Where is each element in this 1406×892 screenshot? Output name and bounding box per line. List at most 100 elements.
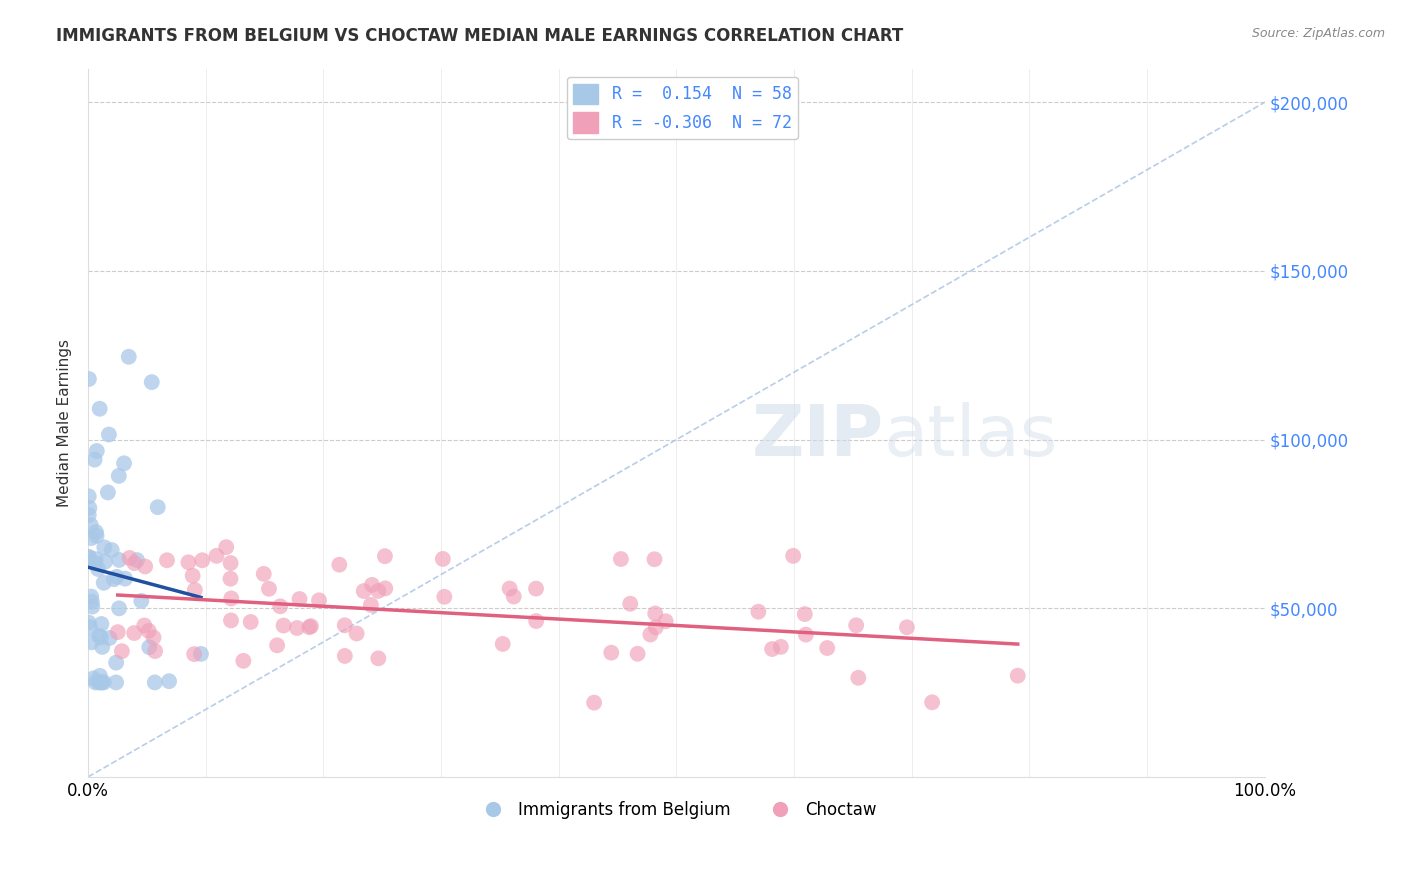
Point <box>93 575 115 590</box>
Point <box>134 559 156 574</box>
Point <box>86 529 108 543</box>
Point <box>87 675 110 690</box>
Point <box>273 618 295 632</box>
Point <box>219 614 242 628</box>
Point <box>114 572 136 586</box>
Point <box>583 696 606 710</box>
Point <box>492 637 515 651</box>
Point <box>846 671 869 685</box>
Point <box>90 617 112 632</box>
Point <box>215 540 238 554</box>
Point <box>84 552 107 566</box>
Point <box>157 674 180 689</box>
Point <box>921 695 943 709</box>
Point <box>626 647 648 661</box>
Point <box>308 593 330 607</box>
Point <box>432 552 454 566</box>
Text: ZIP: ZIP <box>752 402 884 471</box>
Point <box>77 489 100 503</box>
Point <box>90 675 112 690</box>
Point <box>266 638 288 652</box>
Point <box>89 669 111 683</box>
Point <box>79 620 101 634</box>
Point <box>191 553 214 567</box>
Point <box>83 452 105 467</box>
Point <box>285 621 308 635</box>
Point <box>253 566 276 581</box>
Point <box>524 614 547 628</box>
Point <box>90 631 112 645</box>
Point <box>374 549 396 564</box>
Point <box>84 557 107 571</box>
Point <box>105 675 128 690</box>
Point <box>333 648 356 663</box>
Point <box>433 590 456 604</box>
Point <box>118 350 141 364</box>
Point <box>80 518 103 533</box>
Point <box>94 555 117 569</box>
Point <box>80 595 103 609</box>
Point <box>328 558 350 572</box>
Point <box>793 607 815 621</box>
Point <box>77 372 100 386</box>
Point <box>93 675 115 690</box>
Point <box>644 607 666 621</box>
Point <box>361 578 384 592</box>
Point <box>93 541 115 555</box>
Point <box>600 646 623 660</box>
Point <box>97 427 120 442</box>
Point <box>498 582 520 596</box>
Text: IMMIGRANTS FROM BELGIUM VS CHOCTAW MEDIAN MALE EARNINGS CORRELATION CHART: IMMIGRANTS FROM BELGIUM VS CHOCTAW MEDIA… <box>56 27 904 45</box>
Point <box>77 615 100 630</box>
Point <box>219 572 242 586</box>
Point <box>111 644 134 658</box>
Point <box>896 620 918 634</box>
Point <box>183 647 205 661</box>
Point <box>84 675 107 690</box>
Point <box>108 553 131 567</box>
Point <box>177 555 200 569</box>
Point <box>219 591 242 606</box>
Point <box>761 642 783 657</box>
Y-axis label: Median Male Earnings: Median Male Earnings <box>58 339 72 507</box>
Point <box>124 556 146 570</box>
Point <box>644 620 666 634</box>
Point <box>77 550 100 565</box>
Point <box>138 624 160 638</box>
Point <box>190 647 212 661</box>
Point <box>89 629 111 643</box>
Point <box>90 675 112 690</box>
Text: Source: ZipAtlas.com: Source: ZipAtlas.com <box>1251 27 1385 40</box>
Point <box>108 601 131 615</box>
Point <box>105 656 128 670</box>
Point <box>654 614 676 628</box>
Point <box>333 618 356 632</box>
Point <box>367 583 389 598</box>
Point <box>86 444 108 458</box>
Point <box>89 401 111 416</box>
Point <box>84 524 107 539</box>
Point <box>367 651 389 665</box>
Point <box>98 631 121 645</box>
Point <box>502 590 524 604</box>
Point <box>118 550 141 565</box>
Point <box>91 640 114 654</box>
Point <box>112 456 135 470</box>
Point <box>107 469 129 483</box>
Point <box>360 598 382 612</box>
Point <box>374 582 396 596</box>
Point <box>131 594 153 608</box>
Point <box>125 553 148 567</box>
Point <box>100 543 122 558</box>
Point <box>82 599 104 614</box>
Point <box>156 553 179 567</box>
Point <box>299 619 322 633</box>
Point <box>524 582 547 596</box>
Point <box>184 582 207 597</box>
Point <box>815 640 838 655</box>
Point <box>643 552 665 566</box>
Point <box>107 625 129 640</box>
Point <box>134 618 156 632</box>
Point <box>80 531 103 545</box>
Legend: Immigrants from Belgium, Choctaw: Immigrants from Belgium, Choctaw <box>470 794 883 825</box>
